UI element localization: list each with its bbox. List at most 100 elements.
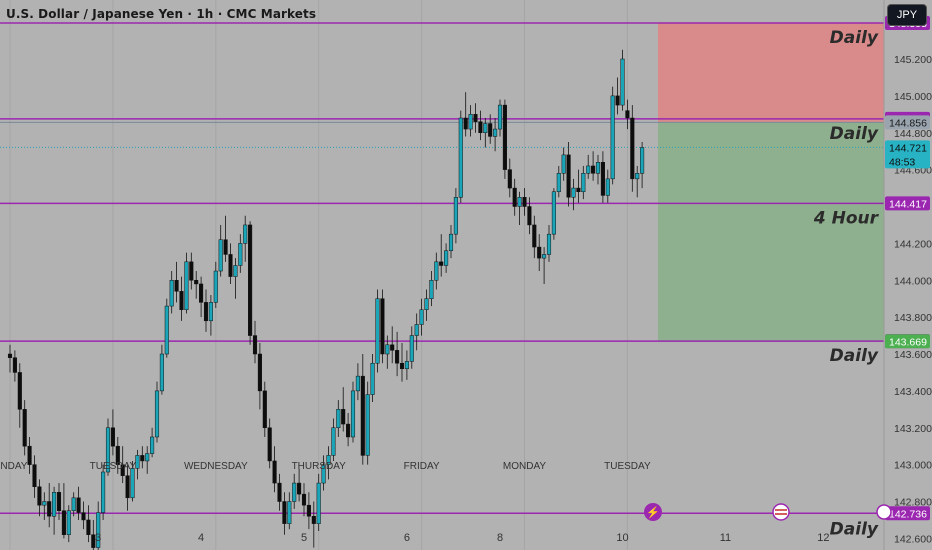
candle-down xyxy=(395,350,400,364)
candle-down xyxy=(272,460,277,484)
level-annotation: Daily xyxy=(830,346,879,366)
candle-up xyxy=(370,362,375,395)
candle-down xyxy=(512,187,517,207)
candle-down xyxy=(174,280,179,292)
candle-up xyxy=(581,173,586,193)
horizontal-levels[interactable]: Daily Daily 4 Hour Daily Daily xyxy=(0,22,884,539)
candle-up xyxy=(448,233,454,252)
candle-up xyxy=(233,265,238,277)
candle-down xyxy=(228,254,233,277)
candle-down xyxy=(262,390,267,429)
candle-up xyxy=(287,501,292,524)
candle-up xyxy=(409,335,414,362)
currency-button[interactable]: JPY xyxy=(887,4,927,26)
candle-down xyxy=(140,455,145,462)
price-tick-label: 145.200 xyxy=(894,54,932,66)
candle-up xyxy=(208,302,213,322)
candle-down xyxy=(390,344,395,351)
candle-down xyxy=(591,165,596,174)
current-price-badge-countdown: 48:53 xyxy=(889,156,915,168)
candle-up xyxy=(375,298,380,364)
candle-up xyxy=(419,309,424,325)
candle-down xyxy=(282,501,287,524)
weekday-label: WEDNESDAY xyxy=(184,461,248,472)
weekday-label: FRIDAY xyxy=(404,461,440,472)
candle-up xyxy=(326,455,331,465)
candle-down xyxy=(566,154,571,198)
candle-up xyxy=(571,187,576,198)
price-tick-label: 143.400 xyxy=(894,386,932,398)
candle-up xyxy=(429,280,434,299)
current-price-badge-label: 144.721 xyxy=(889,142,927,154)
candle-down xyxy=(341,409,346,425)
candle-down xyxy=(17,372,22,410)
candle-up xyxy=(497,104,503,130)
candle-up xyxy=(610,95,615,180)
candle-up xyxy=(169,280,174,307)
candle-down xyxy=(248,224,253,336)
event-marker-icon[interactable] xyxy=(644,503,662,521)
price-tick-label: 145.000 xyxy=(894,91,932,103)
candle-down xyxy=(615,95,620,106)
candle-down xyxy=(76,497,81,513)
level-annotation: Daily xyxy=(830,124,879,144)
candle-up xyxy=(154,390,160,438)
candle-up xyxy=(551,191,556,235)
price-tick-label: 142.800 xyxy=(894,497,932,509)
level-annotation: 4 Hour xyxy=(813,208,880,228)
price-tick-label: 143.000 xyxy=(894,460,932,472)
candle-up xyxy=(414,324,419,336)
position-zones xyxy=(0,23,884,342)
candle-down xyxy=(527,206,532,226)
candle-down xyxy=(522,197,527,207)
candle-down xyxy=(297,482,302,495)
price-axis[interactable]: 142.600 142.800 143.000 143.200 143.400 143.6… xyxy=(883,0,932,550)
candle-up xyxy=(640,147,645,174)
us-flag-icon[interactable] xyxy=(876,504,892,520)
candle-up xyxy=(444,250,449,266)
level-annotation: Daily xyxy=(830,519,879,539)
stop-loss-badge-label: 143.669 xyxy=(889,336,927,348)
level-badge xyxy=(885,506,930,521)
candle-down xyxy=(360,375,365,456)
candle-down xyxy=(252,335,258,355)
candle-up xyxy=(101,471,106,513)
candle-down xyxy=(37,486,42,506)
current-price-badge xyxy=(885,140,930,169)
date-label: 8 xyxy=(497,532,503,544)
candle-down xyxy=(399,362,405,370)
date-label: 6 xyxy=(404,532,410,544)
candle-up xyxy=(542,254,547,259)
price-tick-label: 143.200 xyxy=(894,423,932,435)
us-flag-icon[interactable] xyxy=(772,503,790,521)
candle-down xyxy=(306,504,311,517)
candle-down xyxy=(47,501,52,517)
time-axis[interactable]: ONDAY TUESDAY WEDNESDAY THURSDAY FRIDAY MONDA… xyxy=(0,461,830,544)
candle-up xyxy=(355,375,360,392)
candle-down xyxy=(179,291,184,311)
candle-down xyxy=(61,510,66,535)
price-axis-bg xyxy=(884,0,932,550)
level-annotation: Daily xyxy=(830,28,879,48)
candle-up xyxy=(517,197,522,207)
candle-up xyxy=(586,165,591,174)
candle-down xyxy=(478,121,483,134)
candle-down xyxy=(223,239,228,255)
stop-loss-zone xyxy=(658,122,884,342)
candle-down xyxy=(120,464,125,476)
candles xyxy=(7,49,645,550)
candle-up xyxy=(316,482,321,524)
price-tick-label: 144.200 xyxy=(894,238,932,250)
candle-up xyxy=(483,123,488,134)
price-tick-label: 143.800 xyxy=(894,312,932,324)
candle-up xyxy=(385,344,390,355)
candle-down xyxy=(625,110,630,119)
candle-up xyxy=(130,468,135,499)
candle-up xyxy=(561,154,566,174)
event-markers[interactable]: ⚡ xyxy=(644,503,892,521)
level-badge xyxy=(885,196,930,211)
price-tick-label: 143.600 xyxy=(894,349,932,361)
candle-up xyxy=(135,455,140,469)
candle-up xyxy=(635,173,640,180)
